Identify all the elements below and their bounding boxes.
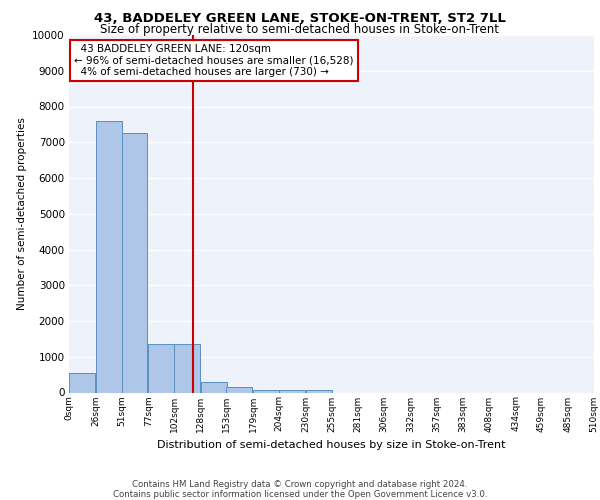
Text: Size of property relative to semi-detached houses in Stoke-on-Trent: Size of property relative to semi-detach… xyxy=(101,22,499,36)
Bar xyxy=(69,373,95,392)
Y-axis label: Number of semi-detached properties: Number of semi-detached properties xyxy=(17,118,26,310)
Text: 43 BADDELEY GREEN LANE: 120sqm
← 96% of semi-detached houses are smaller (16,528: 43 BADDELEY GREEN LANE: 120sqm ← 96% of … xyxy=(74,44,353,77)
Bar xyxy=(121,134,147,392)
Bar xyxy=(279,390,305,392)
Bar xyxy=(148,344,174,393)
Text: Contains HM Land Registry data © Crown copyright and database right 2024.
Contai: Contains HM Land Registry data © Crown c… xyxy=(113,480,487,499)
Bar xyxy=(96,121,121,392)
Bar xyxy=(253,390,279,392)
Bar xyxy=(306,390,331,392)
X-axis label: Distribution of semi-detached houses by size in Stoke-on-Trent: Distribution of semi-detached houses by … xyxy=(157,440,506,450)
Bar xyxy=(201,382,227,392)
Text: 43, BADDELEY GREEN LANE, STOKE-ON-TRENT, ST2 7LL: 43, BADDELEY GREEN LANE, STOKE-ON-TRENT,… xyxy=(94,12,506,24)
Bar xyxy=(174,344,200,393)
Bar xyxy=(227,387,252,392)
